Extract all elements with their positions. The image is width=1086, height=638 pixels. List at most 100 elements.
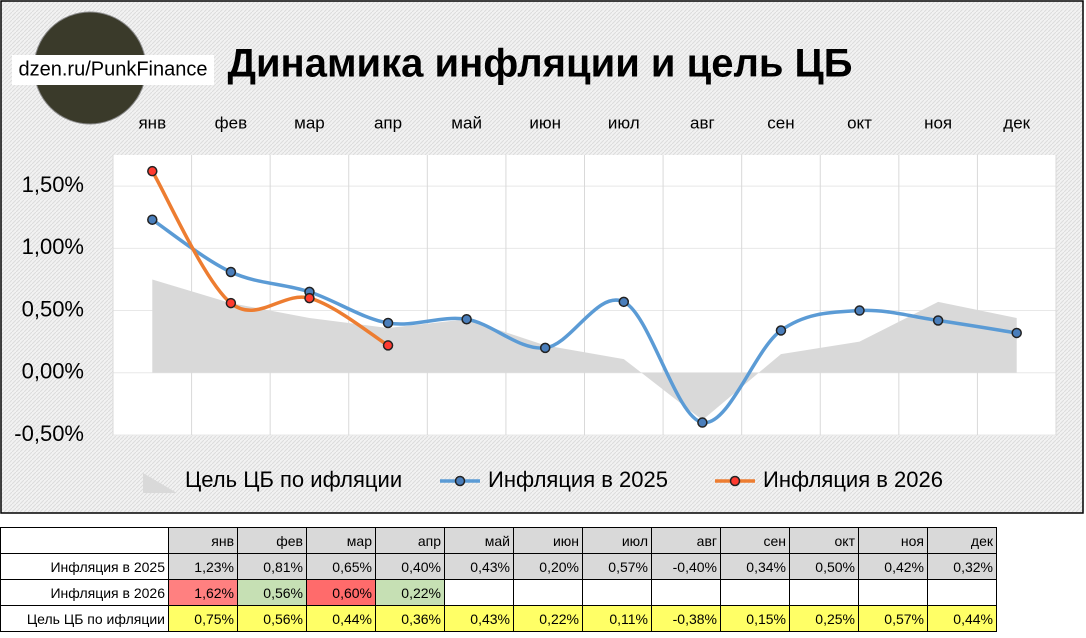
cell: 0,15% xyxy=(720,605,790,632)
header-cell: мар xyxy=(306,527,376,554)
y-tick-label: 1,00% xyxy=(22,234,84,259)
cell: 0,65% xyxy=(306,553,376,580)
area xyxy=(152,279,1017,421)
point xyxy=(147,165,158,177)
cell: 0,34% xyxy=(720,553,790,580)
x-tick-label: ноя xyxy=(924,113,952,132)
legend-label: Инфляция в 2026 xyxy=(763,467,943,492)
table-row: Цель ЦБ по ифляции 0,75% 0,56% 0,44% 0,36% 0,… xyxy=(0,605,997,632)
header-cell: дек xyxy=(927,527,997,554)
watermark: dzen.ru/PunkFinance xyxy=(18,58,207,80)
point xyxy=(461,314,472,325)
cell xyxy=(582,579,652,606)
legend-label: Инфляция в 2025 xyxy=(488,467,668,492)
cell: 0,20% xyxy=(513,553,583,580)
cell: 0,42% xyxy=(858,553,928,580)
data-table: янв фев мар апр май июн июл авг сен окт ноя дек Инфл… xyxy=(0,527,997,632)
header-cell: май xyxy=(444,527,514,554)
x-tick-label: фев xyxy=(215,113,247,132)
chart-title: Динамика инфляции и цель ЦБ xyxy=(227,42,852,86)
cell xyxy=(444,579,514,606)
table-row: Инфляция в 2026 1,62% 0,56% 0,60% 0,22% xyxy=(0,579,997,606)
point xyxy=(225,297,237,309)
row-label: Инфляция в 2025 xyxy=(0,553,169,580)
x-tick-label: янв xyxy=(138,113,166,132)
cell: -0,40% xyxy=(651,553,721,580)
cell xyxy=(513,579,583,606)
point xyxy=(225,266,237,278)
point xyxy=(1011,327,1022,339)
cell: 0,11% xyxy=(582,605,652,632)
cell: 0,22% xyxy=(513,605,583,632)
x-tick-label: мар xyxy=(294,113,325,132)
header-cell: янв xyxy=(168,527,238,554)
x-tick-label: июн xyxy=(529,113,561,132)
cell: 1,62% xyxy=(168,579,238,606)
y-tick-label: 1,50% xyxy=(22,172,84,197)
cell: 0,22% xyxy=(375,579,445,606)
x-tick-label: окт xyxy=(847,113,872,132)
point xyxy=(539,342,551,354)
header-cell: сен xyxy=(720,527,790,554)
cell: 0,75% xyxy=(168,605,238,632)
cell xyxy=(858,579,928,606)
legend-label: Цель ЦБ по ифляции xyxy=(185,467,402,492)
point xyxy=(697,417,708,428)
x-tick-label: май xyxy=(451,113,482,132)
x-tick-label: апр xyxy=(374,113,402,132)
cell: 0,25% xyxy=(789,605,859,632)
line xyxy=(150,170,389,347)
cell: 0,36% xyxy=(375,605,445,632)
legend-swatch xyxy=(143,473,177,493)
cell: 0,60% xyxy=(306,579,376,606)
cell xyxy=(720,579,790,606)
point xyxy=(854,305,865,316)
row-label: Инфляция в 2026 xyxy=(0,579,169,606)
point xyxy=(304,292,315,304)
point xyxy=(382,317,394,329)
header-cell: апр xyxy=(375,527,445,554)
cell xyxy=(651,579,721,606)
legend-marker xyxy=(454,475,466,487)
point xyxy=(147,214,158,225)
cell: 0,43% xyxy=(444,553,514,580)
y-tick-label: -0,50% xyxy=(14,421,84,446)
corner xyxy=(0,527,169,554)
cell: 0,44% xyxy=(306,605,376,632)
cell: 0,44% xyxy=(927,605,997,632)
cell: 0,43% xyxy=(444,605,514,632)
point xyxy=(618,296,630,308)
cell: 1,23% xyxy=(168,553,238,580)
header-cell: июн xyxy=(513,527,583,554)
header-cell: ноя xyxy=(858,527,928,554)
cell: 0,81% xyxy=(237,553,307,580)
x-tick-label: сен xyxy=(767,113,794,132)
point xyxy=(775,325,787,336)
point xyxy=(932,315,944,326)
header-cell: июл xyxy=(582,527,652,554)
cell: 0,32% xyxy=(927,553,997,580)
x-tick-label: июл xyxy=(608,113,640,132)
cell: 0,40% xyxy=(375,553,445,580)
table-row: Инфляция в 2025 1,23% 0,81% 0,65% 0,40% 0,43%… xyxy=(0,553,997,580)
cell: 0,57% xyxy=(582,553,652,580)
header-cell: окт xyxy=(789,527,859,554)
table-header: янв фев мар апр май июн июл авг сен окт ноя дек xyxy=(0,527,997,554)
cell: 0,50% xyxy=(789,553,859,580)
point xyxy=(382,340,394,351)
cell xyxy=(789,579,859,606)
cell: 0,56% xyxy=(237,605,307,632)
x-tick-label: дек xyxy=(1003,113,1030,132)
row-label: Цель ЦБ по ифляции xyxy=(0,605,169,632)
legend-marker xyxy=(729,475,741,487)
cell: 0,56% xyxy=(237,579,307,606)
cell xyxy=(927,579,997,606)
cell: -0,38% xyxy=(651,605,721,632)
y-tick-label: 0,50% xyxy=(22,296,84,321)
header-cell: фев xyxy=(237,527,307,554)
cell: 0,57% xyxy=(858,605,928,632)
chart: dzen.ru/PunkFinance Динамика инфляции и … xyxy=(0,0,1084,514)
x-tick-label: авг xyxy=(690,113,715,132)
watermark-bg xyxy=(12,55,214,85)
